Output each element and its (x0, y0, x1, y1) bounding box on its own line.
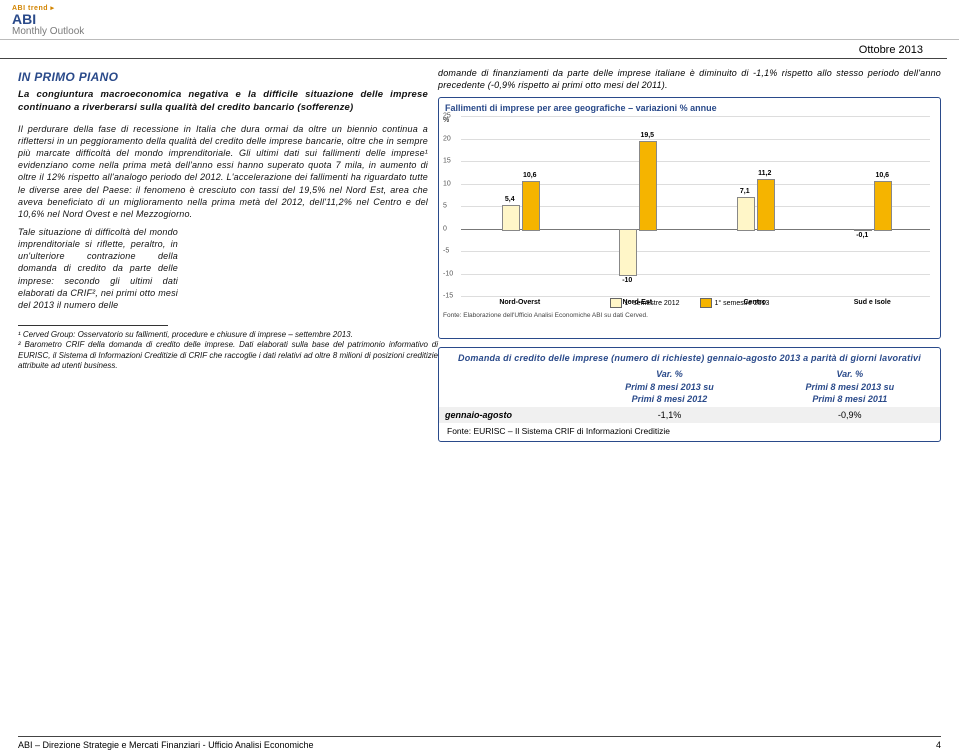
table-title: Domanda di credito delle imprese (numero… (439, 348, 940, 366)
right-column: domande di finanziamenti da parte delle … (438, 67, 941, 442)
cell-v2: -0,9% (760, 407, 940, 423)
chart-bar (874, 181, 892, 231)
logo-main: ABI (12, 12, 84, 26)
row-label: gennaio-agosto (439, 407, 579, 423)
footer-page: 4 (936, 740, 941, 750)
logo-sub: Monthly Outlook (12, 26, 84, 37)
body-para-1: Il perdurare della fase di recessione in… (18, 123, 428, 220)
intro-para: La congiuntura macroeconomica negativa e… (18, 89, 428, 115)
section-title: IN PRIMO PIANO (18, 69, 428, 85)
col2-header: Var. % Primi 8 mesi 2013 su Primi 8 mesi… (760, 366, 940, 406)
table-source: Fonte: EURISC – Il Sistema CRIF di Infor… (439, 423, 940, 441)
table-box: Domanda di credito delle imprese (numero… (438, 347, 941, 442)
logo: ABI trend ▸ ABI Monthly Outlook (12, 4, 84, 37)
chart-box: Fallimenti di imprese per aree geografic… (438, 97, 941, 339)
page-date: Ottobre 2013 (0, 40, 947, 59)
chart-area: -15-10-50510152025Nord-Overst5,410,6Nord… (461, 116, 930, 296)
cell-v1: -1,1% (579, 407, 759, 423)
content-area: IN PRIMO PIANO La congiuntura macroecono… (0, 59, 959, 442)
chart-bar (737, 197, 755, 231)
table-header-row: Var. % Primi 8 mesi 2013 su Primi 8 mesi… (439, 366, 940, 406)
chart-bar (639, 141, 657, 231)
data-table: Var. % Primi 8 mesi 2013 su Primi 8 mesi… (439, 366, 940, 423)
chart-bar (757, 179, 775, 231)
chart-bar (522, 181, 540, 231)
chart-source: Fonte: Elaborazione dell'Ufficio Analisi… (443, 312, 936, 321)
chart-bar (619, 229, 637, 276)
footnote-1: ¹ Cerved Group: Osservatorio su fallimen… (18, 330, 438, 340)
chart-bar (502, 205, 520, 231)
footer: ABI – Direzione Strategie e Mercati Fina… (18, 736, 941, 750)
col1-header: Var. % Primi 8 mesi 2013 su Primi 8 mesi… (579, 366, 759, 406)
header-bar: ABI trend ▸ ABI Monthly Outlook (0, 0, 959, 40)
chart-title: Fallimenti di imprese per aree geografic… (445, 102, 936, 114)
footnote-2: ² Barometro CRIF della domanda di credit… (18, 340, 438, 371)
footnote-rule (18, 325, 168, 326)
left-split: Tale situazione di difficoltà del mondo … (18, 226, 428, 317)
footer-left: ABI – Direzione Strategie e Mercati Fina… (18, 740, 313, 750)
body-para-2: Tale situazione di difficoltà del mondo … (18, 226, 178, 311)
table-row: gennaio-agosto -1,1% -0,9% (439, 407, 940, 423)
right-top-para: domande di finanziamenti da parte delle … (438, 67, 941, 91)
left-column: IN PRIMO PIANO La congiuntura macroecono… (18, 67, 438, 442)
footnotes: ¹ Cerved Group: Osservatorio su fallimen… (18, 317, 438, 372)
